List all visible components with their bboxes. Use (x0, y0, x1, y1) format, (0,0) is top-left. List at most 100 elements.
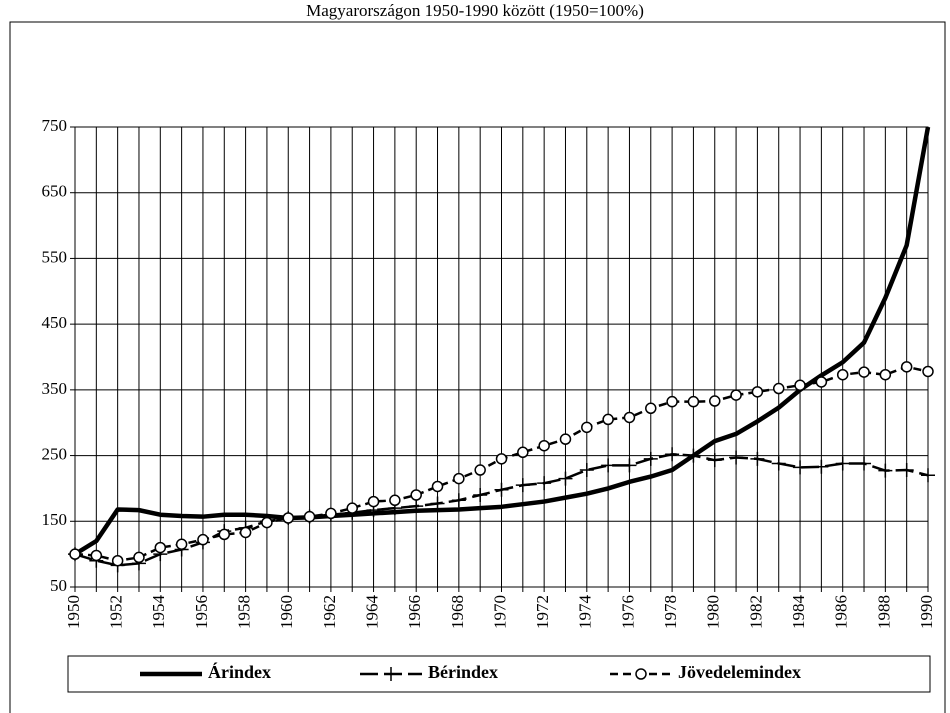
marker-plus (558, 471, 573, 486)
marker-circle (645, 402, 657, 415)
marker-circle (367, 495, 380, 508)
marker-plus (878, 463, 893, 478)
marker-plus (729, 450, 744, 465)
marker-circle (69, 548, 81, 560)
legend-box (67, 655, 931, 693)
marker-plus (537, 476, 552, 491)
marker-circle (197, 533, 209, 546)
marker-plus (771, 456, 786, 471)
x-tick-label: 1978 (661, 595, 680, 629)
marker-plus (686, 448, 701, 463)
chart-frame (9, 21, 946, 713)
marker-circle (175, 538, 188, 551)
marker-circle (431, 480, 444, 493)
marker-circle (815, 376, 828, 388)
marker-circle (239, 526, 252, 539)
x-tick-label: 1982 (746, 595, 765, 629)
y-tick-label: 450 (42, 313, 68, 332)
chart-title: Magyarországon 1950-1990 között (1950=10… (306, 1, 644, 20)
y-tick-label: 550 (42, 247, 68, 266)
marker-plus (707, 453, 722, 468)
x-tick-label: 1954 (149, 595, 168, 630)
marker-plus (857, 456, 872, 471)
x-tick-label: 1968 (448, 595, 467, 629)
marker-circle (133, 551, 145, 564)
marker-plus (921, 468, 935, 483)
marker-circle (730, 389, 742, 401)
marker-circle (282, 512, 294, 524)
marker-plus (430, 496, 445, 511)
y-tick-label: 50 (50, 576, 67, 595)
marker-plus (793, 460, 808, 475)
marker-circle (772, 382, 785, 395)
marker-circle (922, 365, 934, 378)
plot-frame (74, 126, 929, 588)
marker-circle (325, 507, 337, 520)
legend-label: Jövedelemindex (678, 662, 801, 682)
marker-circle (303, 510, 316, 523)
y-tick-label: 250 (42, 444, 68, 463)
marker-circle (879, 368, 892, 381)
x-tick-label: 1958 (235, 595, 254, 629)
marker-circle (602, 413, 614, 426)
marker-circle (154, 541, 167, 554)
series-line (73, 126, 931, 557)
marker-circle (751, 386, 764, 398)
marker-plus (601, 458, 616, 473)
x-tick-label: 1960 (277, 595, 296, 629)
marker-circle (346, 502, 358, 514)
legend-label: Árindex (208, 661, 271, 682)
x-tick-label: 1970 (490, 595, 509, 629)
marker-plus (665, 447, 680, 462)
marker-plus (622, 458, 637, 473)
marker-circle (687, 395, 700, 408)
y-tick-label: 650 (42, 182, 68, 201)
x-tick-label: 1984 (789, 595, 808, 630)
x-tick-label: 1990 (917, 595, 936, 629)
x-tick-label: 1956 (192, 595, 211, 629)
x-tick-label: 1966 (405, 595, 424, 629)
marker-plus (579, 463, 594, 478)
y-tick-label: 150 (42, 510, 68, 529)
marker-circle (581, 421, 593, 434)
marker-plus (643, 451, 658, 466)
series-2 (69, 361, 934, 567)
marker-circle (794, 379, 806, 392)
x-tick-label: 1950 (64, 595, 83, 629)
marker-circle (261, 516, 273, 529)
marker-circle (474, 464, 486, 476)
marker-circle (90, 549, 103, 562)
x-tick-label: 1964 (362, 595, 381, 630)
y-tick-label: 350 (42, 379, 68, 398)
marker-circle (623, 411, 636, 424)
marker-plus (750, 451, 765, 466)
marker-plus (835, 456, 850, 471)
marker-plus (409, 499, 424, 514)
marker-plus (494, 482, 509, 497)
marker-plus (384, 667, 398, 681)
x-tick-label: 1962 (320, 595, 339, 629)
x-tick-label: 1988 (874, 595, 893, 629)
marker-circle (389, 494, 401, 507)
marker-circle (900, 361, 913, 373)
marker-circle (495, 453, 508, 465)
marker-circle (453, 472, 465, 485)
series-0 (73, 126, 931, 557)
x-tick-label: 1972 (533, 595, 552, 629)
marker-circle (517, 446, 529, 459)
marker-circle (218, 528, 231, 541)
marker-circle (858, 366, 870, 378)
marker-circle (836, 368, 849, 381)
x-tick-label: 1976 (618, 595, 637, 629)
marker-plus (814, 459, 829, 474)
marker-plus (451, 493, 466, 508)
marker-plus (515, 478, 530, 493)
x-tick-label: 1980 (704, 595, 723, 629)
marker-circle (709, 395, 721, 407)
y-tick-label: 750 (42, 116, 68, 135)
legend-label: Bérindex (428, 662, 498, 682)
marker-circle (410, 489, 422, 501)
marker-circle (538, 439, 550, 452)
marker-circle (559, 433, 572, 445)
x-tick-label: 1952 (107, 595, 126, 629)
